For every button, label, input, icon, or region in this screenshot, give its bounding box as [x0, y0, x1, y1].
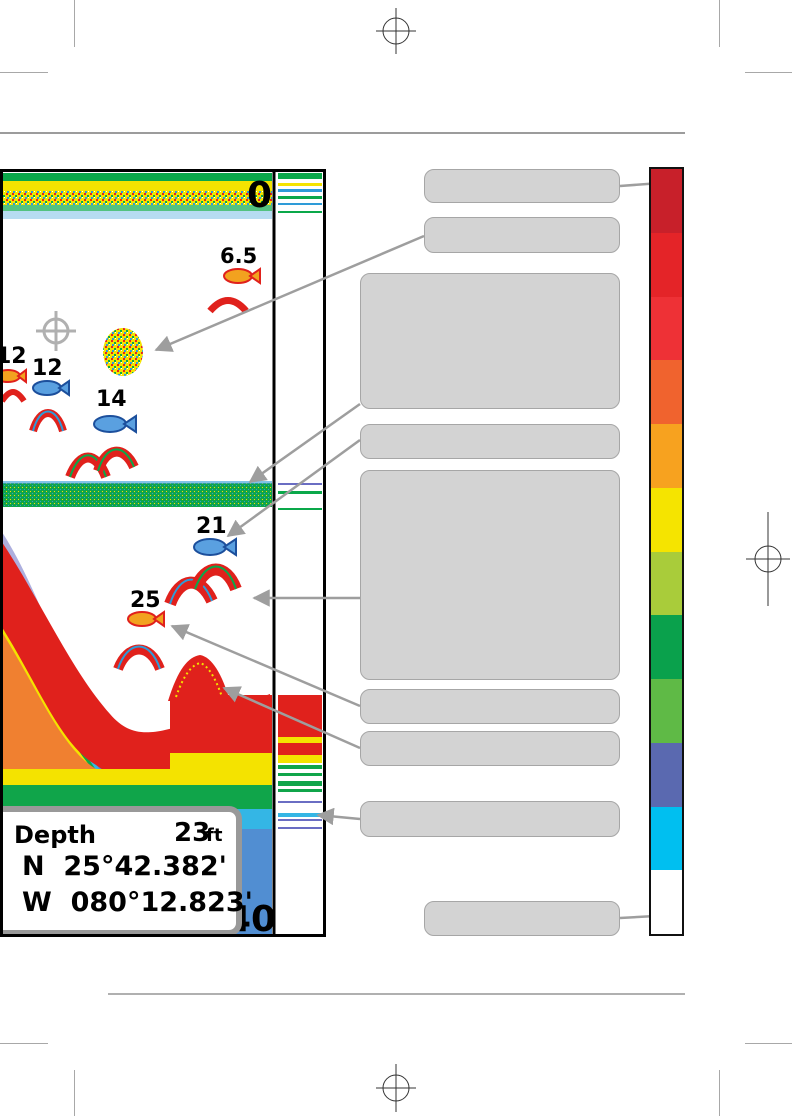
callout-strongest-return [424, 169, 620, 203]
cursor-crosshair-icon [36, 311, 76, 351]
longitude-readout: W 080°12.823' [22, 887, 253, 918]
surface-clutter [0, 173, 272, 219]
crop-mark [719, 1070, 720, 1116]
color-scale-bar [649, 167, 684, 936]
color-swatch [651, 806, 682, 871]
fish-depth-label: 21 [196, 514, 227, 539]
callout-fish-arches [360, 470, 620, 680]
rock-structure [168, 655, 230, 701]
registration-target-icon [376, 8, 416, 54]
color-swatch [651, 742, 682, 807]
callout-baitfish [424, 217, 620, 253]
depth-value: 23 [174, 818, 210, 848]
color-swatch [651, 551, 682, 616]
color-swatch [651, 679, 682, 743]
color-swatch [651, 487, 682, 552]
crop-mark [74, 0, 75, 47]
color-swatch [651, 870, 682, 934]
callout-thermocline [360, 273, 620, 409]
crop-mark [719, 0, 720, 47]
fish-depth-label: 12 [0, 344, 27, 369]
crop-mark [0, 72, 48, 73]
info-box: Depth 23 ft N 25°42.382' W 080°12.823' [0, 806, 253, 936]
thermocline [0, 483, 272, 507]
color-swatch [651, 360, 682, 424]
fish-icon [93, 414, 137, 434]
latitude-readout: N 25°42.382' [22, 851, 227, 882]
fish-depth-label: 6.5 [220, 244, 257, 268]
fish-depth-label: 14 [96, 387, 127, 412]
fish-icon [0, 368, 27, 384]
color-swatch [651, 169, 682, 233]
depth-unit: ft [206, 825, 223, 846]
callout-structure [360, 731, 620, 766]
registration-target-icon [746, 512, 790, 606]
footer-rule [108, 993, 685, 995]
callout-fish-id [360, 424, 620, 459]
color-swatch [651, 424, 682, 488]
crop-mark [745, 1043, 792, 1044]
color-swatch [651, 296, 682, 361]
crop-mark [745, 72, 792, 73]
fish-arches [0, 297, 249, 672]
fish-icon [127, 610, 165, 628]
callout-bottom [360, 801, 620, 837]
sonar-display[interactable]: 6.5 12 12 14 21 25 0 40 Depth 23 ft N 25… [0, 169, 326, 937]
color-swatch [651, 615, 682, 679]
top-depth-label: 0 [247, 175, 272, 216]
crop-mark [74, 1070, 75, 1116]
depth-label: Depth [14, 821, 96, 849]
color-swatch [651, 232, 682, 297]
fish-depth-label: 12 [32, 356, 63, 381]
callout-fish-symbol [360, 689, 620, 724]
fish-icon [32, 379, 70, 397]
registration-target-icon [376, 1064, 416, 1112]
fish-icon [193, 537, 237, 557]
header-rule [0, 132, 685, 134]
crop-mark [0, 1043, 48, 1044]
baitfish-cluster [103, 328, 143, 376]
fish-icon [223, 267, 261, 285]
fish-depth-label: 25 [130, 588, 161, 613]
callout-weakest-return [424, 901, 620, 936]
